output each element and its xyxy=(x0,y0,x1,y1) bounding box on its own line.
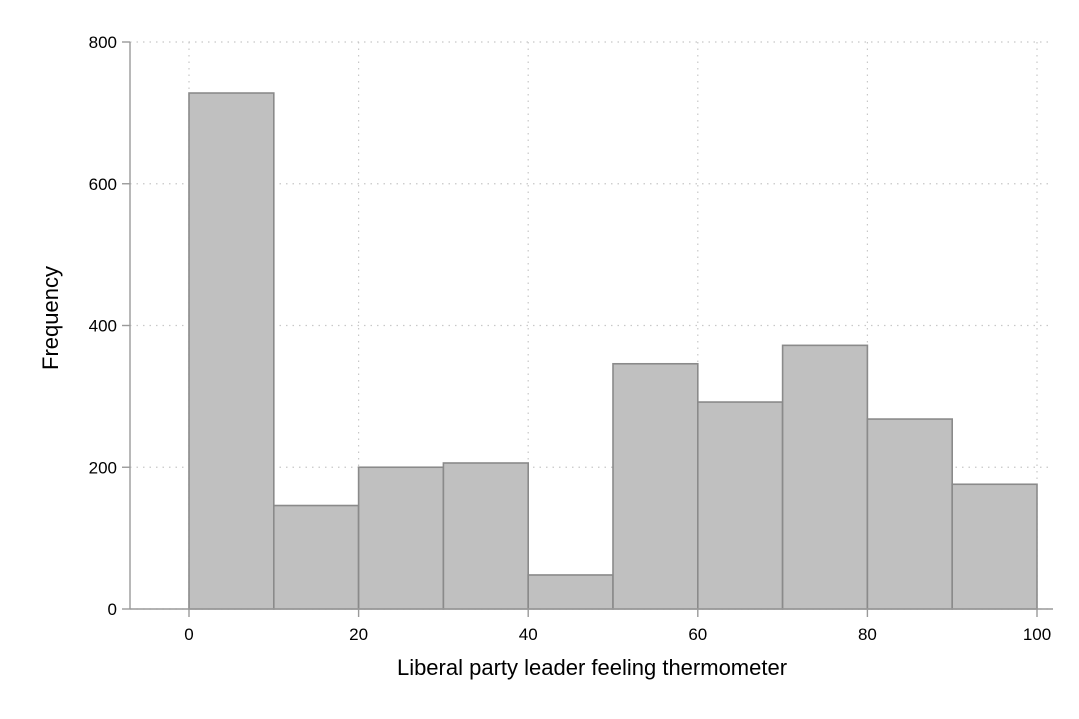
ticks: 0 200 400 600 800 0 20 40 60 80 100 xyxy=(89,33,1052,644)
x-tick-label: 0 xyxy=(184,625,193,644)
histogram-bar xyxy=(696,401,784,610)
x-tick-label: 20 xyxy=(349,625,368,644)
histogram-bar xyxy=(866,418,954,610)
x-tick-label: 40 xyxy=(519,625,538,644)
histogram-bar xyxy=(442,462,529,610)
x-tick-label: 80 xyxy=(858,625,877,644)
y-tick-label: 0 xyxy=(108,600,117,619)
x-tick-label: 60 xyxy=(688,625,707,644)
histogram-bar xyxy=(188,92,275,610)
histogram-bar xyxy=(612,362,699,610)
y-tick-label: 400 xyxy=(89,317,117,336)
x-axis-title: Liberal party leader feeling thermometer xyxy=(397,655,787,680)
bars xyxy=(188,92,1038,610)
y-tick-label: 600 xyxy=(89,175,117,194)
y-tick-label: 800 xyxy=(89,33,117,52)
histogram-bar xyxy=(357,466,445,610)
histogram-bar xyxy=(781,344,869,610)
x-tick-label: 100 xyxy=(1023,625,1051,644)
histogram-bar xyxy=(951,483,1038,610)
histogram-bar xyxy=(527,574,614,610)
y-axis-title: Frequency xyxy=(38,266,63,370)
histogram-bar xyxy=(272,504,360,610)
y-tick-label: 200 xyxy=(89,458,117,477)
